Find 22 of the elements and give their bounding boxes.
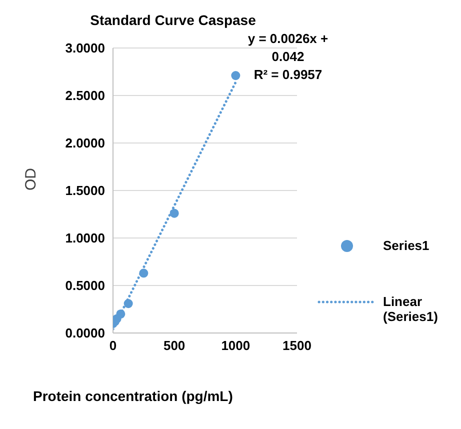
y-tick-label: 1.0000 bbox=[65, 230, 105, 246]
point bbox=[116, 309, 126, 319]
legend-label: Linear (Series1) bbox=[383, 294, 439, 324]
x-tick-label: 500 bbox=[163, 338, 186, 354]
point bbox=[170, 208, 179, 218]
x-axis-title: Protein concentration (pg/mL) bbox=[33, 388, 234, 404]
chart-title: Standard Curve Caspase bbox=[90, 12, 256, 28]
equation-note: y = 0.0026x + 0.042 R² = 0.9957 bbox=[246, 30, 330, 84]
y-tick-label: 1.5000 bbox=[65, 183, 105, 198]
y-axis-title: OD bbox=[22, 168, 40, 190]
x-tick-label: 1500 bbox=[282, 338, 312, 354]
point bbox=[139, 268, 148, 278]
point bbox=[231, 71, 240, 80]
legend-label: Series1 bbox=[383, 238, 430, 253]
x-tick-label: 0 bbox=[109, 338, 117, 354]
x-tick-label: 1000 bbox=[221, 338, 250, 354]
y-tick-label: 0.5000 bbox=[65, 278, 105, 294]
y-tick-label: 2.0000 bbox=[65, 136, 105, 151]
point bbox=[124, 299, 133, 308]
y-tick-label: 0.0000 bbox=[65, 326, 105, 341]
y-tick-label: 3.0000 bbox=[65, 40, 105, 56]
y-tick-label: 2.5000 bbox=[65, 88, 105, 104]
